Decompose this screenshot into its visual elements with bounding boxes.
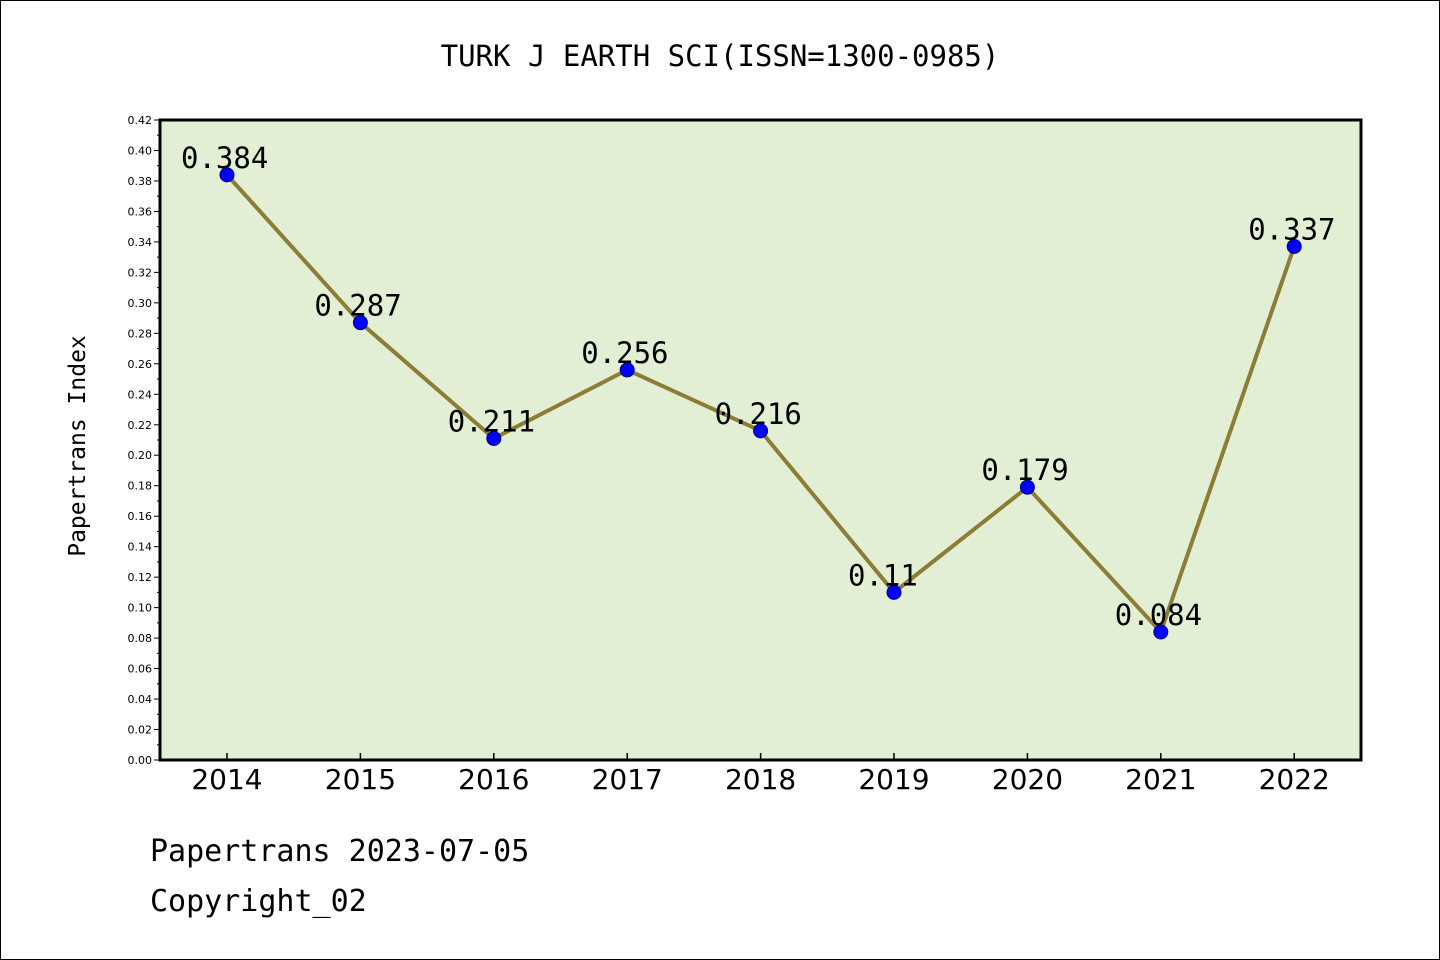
y-tick-label: 0.34 bbox=[128, 236, 153, 249]
data-label-2015: 0.287 bbox=[314, 289, 401, 323]
x-tick-label: 2022 bbox=[1259, 763, 1330, 796]
y-axis: 0.00 0.02 0.04 0.06 0.08 0.10 0.12 0.14 0.16 0.18… bbox=[128, 114, 160, 767]
data-label-2014: 0.384 bbox=[181, 141, 268, 175]
data-point-2016 bbox=[486, 430, 502, 446]
y-tick-label: 0.32 bbox=[128, 266, 153, 279]
footer-copyright: Copyright_02 bbox=[150, 884, 367, 919]
y-tick-label: 0.06 bbox=[128, 663, 153, 676]
data-label-2022: 0.337 bbox=[1248, 212, 1335, 246]
y-tick-label: 0.00 bbox=[128, 754, 153, 767]
y-tick-label: 0.36 bbox=[128, 205, 153, 218]
y-tick-label: 0.38 bbox=[128, 175, 153, 188]
chart-title: TURK J EARTH SCI(ISSN=1300-0985) bbox=[441, 39, 1000, 73]
data-point-2022 bbox=[1286, 238, 1302, 254]
data-markers bbox=[219, 167, 1302, 640]
data-point-2014 bbox=[219, 167, 235, 183]
data-labels: 0.384 0.287 0.211 0.256 0.216 0.11 0.179 0.084 0… bbox=[181, 141, 1336, 632]
data-label-2018: 0.216 bbox=[715, 397, 802, 431]
x-tick-label: 2019 bbox=[858, 763, 929, 796]
y-tick-label: 0.42 bbox=[128, 114, 153, 127]
data-point-2021 bbox=[1153, 624, 1169, 640]
y-tick-label: 0.24 bbox=[128, 388, 153, 401]
y-tick-label: 0.40 bbox=[128, 144, 153, 157]
data-label-2020: 0.179 bbox=[981, 453, 1068, 487]
x-tick-label: 2017 bbox=[592, 763, 663, 796]
x-axis: 2014 2015 2016 2017 2018 2019 2020 2021 2022 bbox=[191, 753, 1330, 796]
y-tick-label: 0.30 bbox=[128, 297, 153, 310]
data-label-2016: 0.211 bbox=[448, 404, 535, 438]
footer-date: Papertrans 2023-07-05 bbox=[150, 834, 530, 869]
y-axis-label: Papertrans Index bbox=[65, 335, 91, 557]
x-tick-label: 2016 bbox=[458, 763, 529, 796]
y-tick-label: 0.18 bbox=[128, 480, 153, 493]
x-tick-label: 2015 bbox=[325, 763, 396, 796]
data-point-2017 bbox=[619, 362, 635, 378]
y-tick-label: 0.28 bbox=[128, 327, 153, 340]
data-point-2019 bbox=[886, 584, 902, 600]
data-point-2018 bbox=[753, 423, 769, 439]
y-tick-label: 0.14 bbox=[128, 541, 153, 554]
x-tick-label: 2020 bbox=[992, 763, 1063, 796]
y-tick-label: 0.26 bbox=[128, 358, 153, 371]
x-tick-label: 2014 bbox=[191, 763, 262, 796]
x-tick-label: 2018 bbox=[725, 763, 796, 796]
data-label-2021: 0.084 bbox=[1115, 598, 1202, 632]
x-tick-label: 2021 bbox=[1125, 763, 1196, 796]
y-tick-label: 0.22 bbox=[128, 419, 153, 432]
y-tick-label: 0.12 bbox=[128, 571, 153, 584]
data-point-2015 bbox=[352, 315, 368, 331]
y-tick-label: 0.10 bbox=[128, 602, 153, 615]
data-label-2019: 0.11 bbox=[848, 558, 918, 592]
data-point-2020 bbox=[1019, 479, 1035, 495]
y-tick-label: 0.20 bbox=[128, 449, 153, 462]
y-tick-label: 0.04 bbox=[128, 693, 153, 706]
plot-area bbox=[158, 118, 1363, 762]
y-tick-label: 0.16 bbox=[128, 510, 153, 523]
y-tick-label: 0.08 bbox=[128, 632, 153, 645]
y-tick-label: 0.02 bbox=[128, 724, 153, 737]
data-label-2017: 0.256 bbox=[581, 336, 668, 370]
